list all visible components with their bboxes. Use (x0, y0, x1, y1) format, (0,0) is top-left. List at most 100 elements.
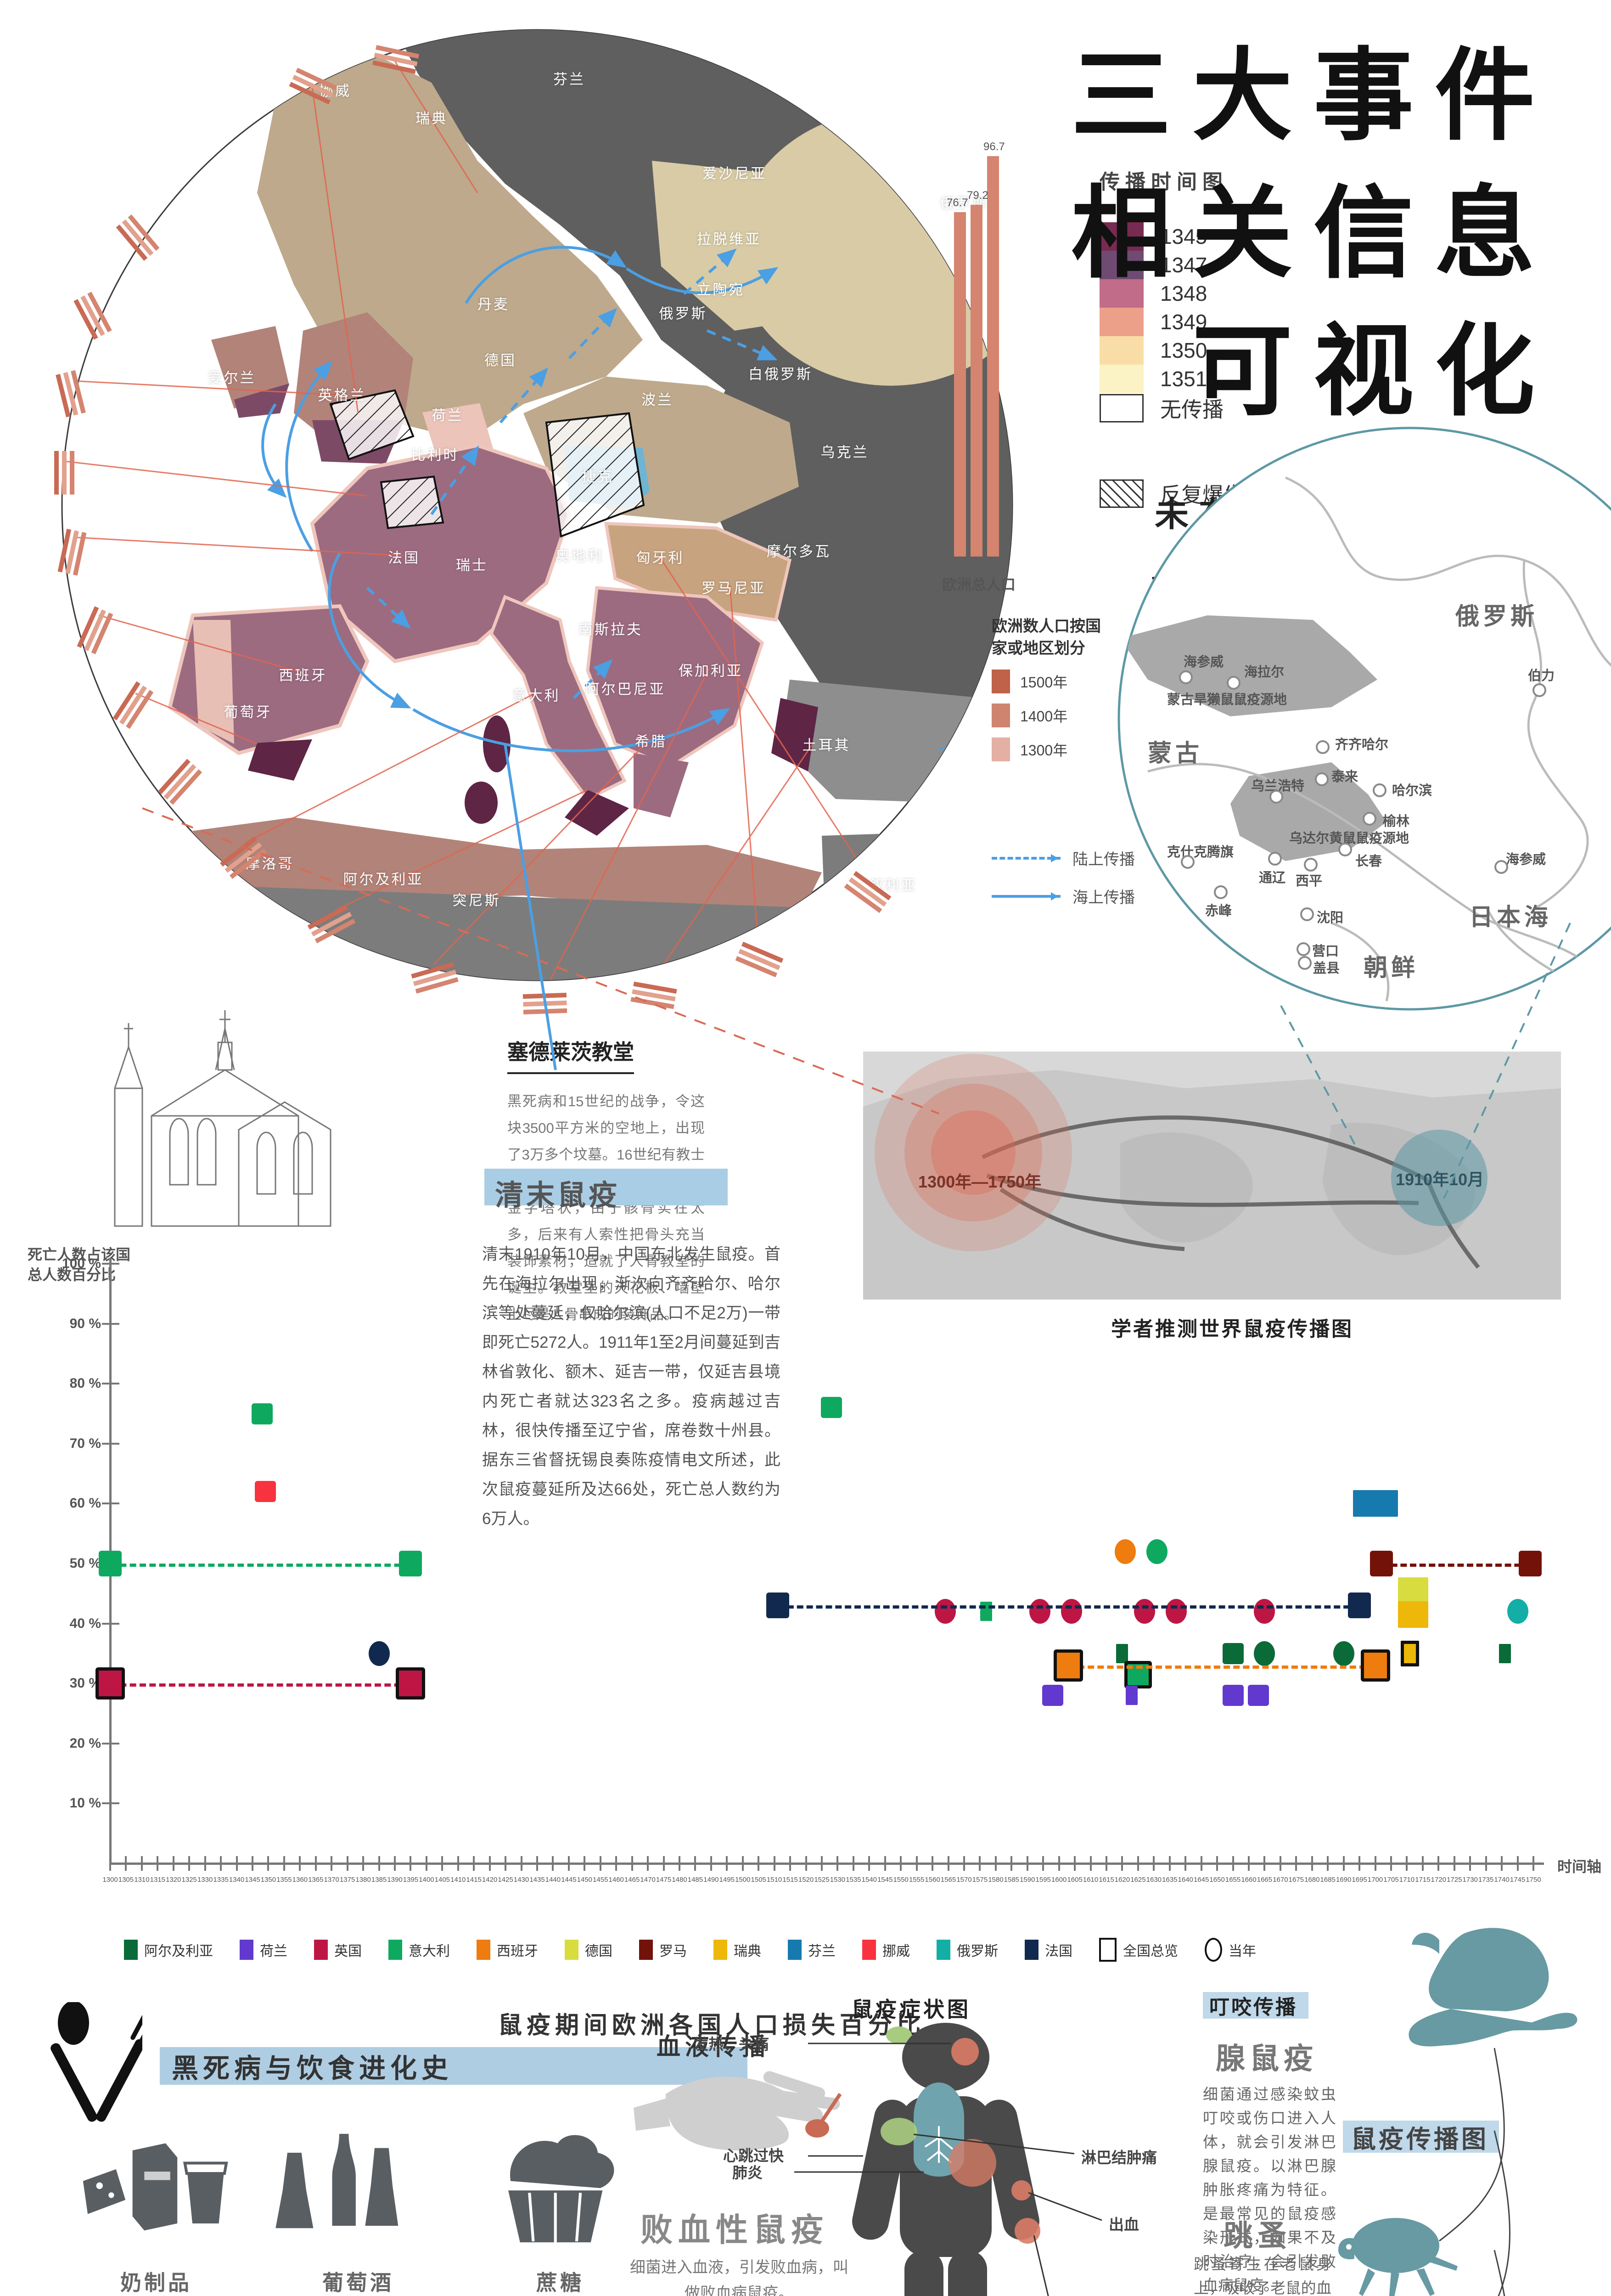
sea-route-icon (992, 892, 1061, 900)
x-tick-mark (1390, 1856, 1392, 1871)
y-tick-mark (102, 1322, 119, 1325)
chart-point-英国 (1029, 1599, 1051, 1624)
x-tick-mark (947, 1856, 949, 1871)
chart-point-荷兰 (1222, 1685, 1244, 1706)
x-tick-label: 1355 (276, 1876, 292, 1884)
x-tick-label: 1670 (1273, 1876, 1288, 1884)
chart-legend-item: 全国总览 (1099, 1938, 1178, 1962)
x-tick-label: 1350 (260, 1876, 276, 1884)
asia-city-label: 泰来 (1331, 770, 1358, 784)
x-tick-label: 1570 (956, 1876, 972, 1884)
x-tick-label: 1405 (434, 1876, 450, 1884)
asia-city-dot (1363, 812, 1376, 826)
asia-city-label: 赤峰 (1205, 904, 1232, 918)
x-tick-label: 1410 (450, 1876, 466, 1884)
x-tick-label: 1515 (782, 1876, 798, 1884)
time-legend-row: 1350 (1100, 336, 1245, 365)
x-tick-mark (378, 1856, 380, 1871)
chart-legend-item: 瑞典 (713, 1940, 761, 1960)
x-tick-mark (710, 1856, 712, 1871)
population-bar-cluster (54, 451, 74, 495)
asia-city-label: 营口 (1312, 944, 1339, 959)
time-legend-swatch (1100, 308, 1144, 336)
y-tick-label: 20 % (69, 1735, 101, 1751)
x-tick-label: 1435 (529, 1876, 545, 1884)
x-tick-mark (726, 1856, 728, 1871)
x-tick-label: 1510 (766, 1876, 782, 1884)
x-tick-mark (915, 1856, 918, 1871)
asia-city-dot (1304, 858, 1318, 872)
symptom-fever: 发热、头痛 (693, 2036, 769, 2053)
x-tick-label: 1680 (1304, 1876, 1320, 1884)
chart-point-荷兰 (1042, 1685, 1063, 1706)
chart-point-芬兰 (1353, 1490, 1398, 1517)
chart-x-axis-title: 时间轴 (1557, 1858, 1602, 1875)
x-tick-label: 1525 (814, 1876, 830, 1884)
chart-point-罗马 (1519, 1551, 1542, 1576)
x-tick-mark (758, 1856, 760, 1871)
chart-point-英国 (1134, 1599, 1155, 1624)
asia-city-dot (1181, 855, 1195, 869)
x-tick-mark (1532, 1856, 1534, 1871)
population-bar-cluster (157, 759, 202, 805)
chart-legend-label: 英国 (334, 1944, 362, 1959)
x-tick-mark (283, 1856, 285, 1871)
chart-point-西班牙 (1115, 1539, 1136, 1564)
x-tick-mark (994, 1856, 997, 1871)
x-tick-mark (963, 1856, 965, 1871)
europe-total-pop-bar (987, 156, 999, 557)
chart-point-阿尔及利亚 (1333, 1641, 1354, 1666)
x-tick-mark (331, 1856, 333, 1871)
x-tick-label: 1565 (940, 1876, 956, 1884)
country-label: 比利时 (411, 447, 460, 463)
x-tick-mark (1263, 1856, 1266, 1871)
chart-legend-label: 全国总览 (1123, 1944, 1178, 1959)
chart-legend-swatch (565, 1940, 578, 1960)
rat-icon (1409, 1928, 1577, 2047)
septicemic-title: 败血性鼠疫 (640, 2212, 829, 2248)
chart-point-英国 (396, 1667, 426, 1700)
y-tick-label: 60 % (69, 1496, 101, 1511)
x-tick-mark (125, 1856, 127, 1871)
asia-city-dot (1297, 942, 1310, 956)
x-tick-label: 1655 (1225, 1876, 1241, 1884)
asia-city-label: 伯力 (1528, 669, 1555, 683)
x-tick-label: 1445 (561, 1876, 577, 1884)
x-tick-label: 1660 (1241, 1876, 1257, 1884)
x-tick-mark (1074, 1856, 1076, 1871)
chart-legend-label: 芬兰 (808, 1944, 836, 1959)
chart-caption: 鼠疫期间欧洲各国人口损失百分比 (498, 2012, 925, 2039)
country-label: 捷克 (582, 468, 614, 485)
population-loss-chart: 死亡人数占该国 总人数百分比 100 % 90 % 80 % 70 % 60 % 50 % 4… (0, 1240, 1611, 2043)
population-bar-cluster (735, 941, 784, 978)
chart-point-意大利 (980, 1602, 993, 1621)
population-bar-cluster (522, 992, 567, 1015)
population-bar-cluster (307, 905, 356, 944)
chart-point-挪威 (254, 1481, 276, 1503)
chart-point-瑞典 (1398, 1601, 1429, 1628)
x-tick-label: 1430 (513, 1876, 529, 1884)
x-tick-mark (394, 1856, 396, 1871)
country-label: 土耳其 (802, 737, 851, 754)
x-tick-mark (267, 1856, 269, 1871)
chart-point-意大利 (820, 1397, 842, 1418)
x-tick-label: 1535 (846, 1876, 861, 1884)
asia-city-label: 长春 (1355, 854, 1382, 869)
chart-legend-item: 罗马 (639, 1940, 687, 1960)
x-tick-mark (1137, 1856, 1139, 1871)
time-legend-label: 1345 (1160, 225, 1207, 248)
chart-legend-swatch (862, 1940, 876, 1960)
x-tick-mark (252, 1856, 253, 1871)
x-tick-mark (1358, 1856, 1361, 1871)
x-tick-mark (425, 1856, 427, 1871)
x-tick-label: 1735 (1478, 1876, 1494, 1884)
time-legend-row: 1347 (1100, 251, 1245, 279)
chart-legend-item: 法国 (1025, 1940, 1072, 1960)
population-bar-cluster (57, 529, 87, 576)
y-tick-label: 40 % (69, 1615, 101, 1631)
x-tick-label: 1485 (687, 1876, 703, 1884)
country-label: 爱沙尼亚 (702, 165, 767, 182)
x-tick-mark (346, 1856, 348, 1871)
chart-point-意大利 (399, 1551, 422, 1576)
country-label: 西班牙 (279, 667, 327, 684)
